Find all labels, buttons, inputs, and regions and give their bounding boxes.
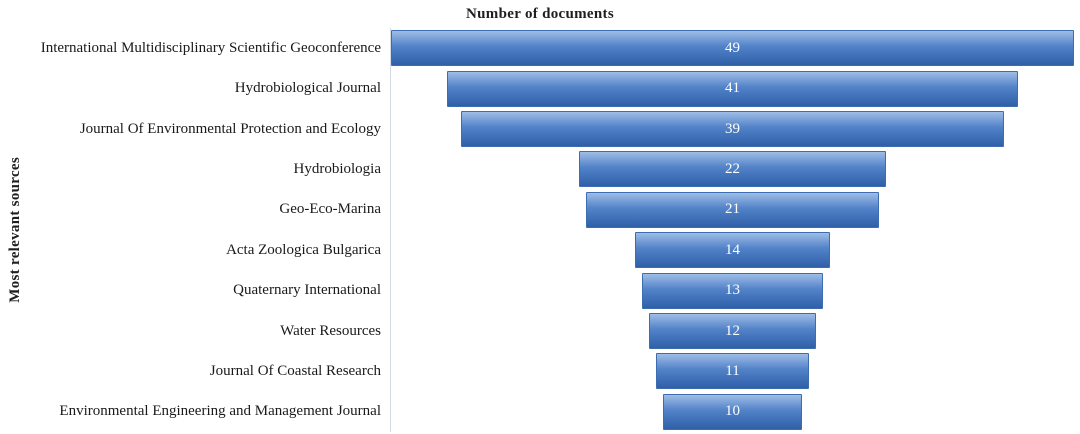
chart-row: Quaternary International 13 (0, 270, 1074, 311)
category-label: Journal Of Coastal Research (209, 362, 381, 379)
value-label: 10 (724, 403, 740, 420)
bar: 21 (586, 191, 879, 228)
category-label: Hydrobiologia (293, 160, 382, 177)
category-label: Acta Zoologica Bulgarica (226, 241, 381, 258)
bar: 41 (446, 70, 1019, 107)
bar-track: 49 (390, 28, 1074, 69)
category-label: Environmental Engineering and Management… (59, 403, 381, 420)
bar-track: 21 (390, 189, 1074, 231)
category-label: Hydrobiological Journal (234, 80, 381, 97)
bar: 11 (655, 353, 810, 390)
chart-row: Water Resources 12 (0, 310, 1074, 352)
chart-title: Number of documents (466, 6, 614, 22)
category-label: Water Resources (280, 322, 381, 339)
value-label: 39 (725, 120, 740, 137)
chart-row: Hydrobiological Journal 41 (0, 68, 1074, 109)
category-label: Quaternary International (233, 282, 381, 299)
category-label: Journal Of Environmental Protection and … (79, 120, 381, 137)
chart-row: International Multidisciplinary Scientif… (0, 28, 1074, 69)
category-label: Geo-Eco-Marina (279, 201, 381, 218)
bar-track: 39 (390, 108, 1074, 150)
chart-row: Hydrobiologia 22 (0, 149, 1074, 190)
chart-row: Acta Zoologica Bulgarica 14 (0, 230, 1074, 271)
value-label: 12 (724, 322, 740, 339)
chart-row: Environmental Engineering and Management… (0, 391, 1074, 433)
value-label: 11 (725, 362, 740, 379)
value-label: 41 (724, 80, 740, 97)
bar: 12 (648, 313, 817, 350)
bar: 49 (391, 30, 1074, 67)
bar-track: 12 (390, 310, 1074, 352)
value-label: 22 (725, 160, 740, 177)
chart-row: Journal Of Coastal Research 11 (0, 351, 1074, 392)
value-label: 49 (725, 39, 740, 56)
plot-area: International Multidisciplinary Scientif… (0, 28, 1074, 433)
bar: 10 (662, 393, 803, 430)
bar-track: 10 (390, 391, 1074, 433)
bar: 22 (579, 151, 886, 188)
bar-track: 14 (390, 230, 1074, 271)
bar-track: 11 (390, 351, 1074, 392)
bar-track: 41 (390, 68, 1074, 109)
value-label: 14 (725, 241, 740, 258)
bar: 14 (634, 232, 831, 269)
bar-track: 22 (390, 149, 1074, 190)
value-label: 21 (725, 201, 740, 218)
value-label: 13 (725, 282, 740, 299)
category-label: International Multidisciplinary Scientif… (40, 39, 381, 56)
chart-row: Journal Of Environmental Protection and … (0, 108, 1074, 150)
bar: 39 (460, 111, 1005, 148)
bar: 13 (641, 272, 824, 309)
chart-row: Geo-Eco-Marina 21 (0, 189, 1074, 231)
bar-track: 13 (390, 270, 1074, 311)
